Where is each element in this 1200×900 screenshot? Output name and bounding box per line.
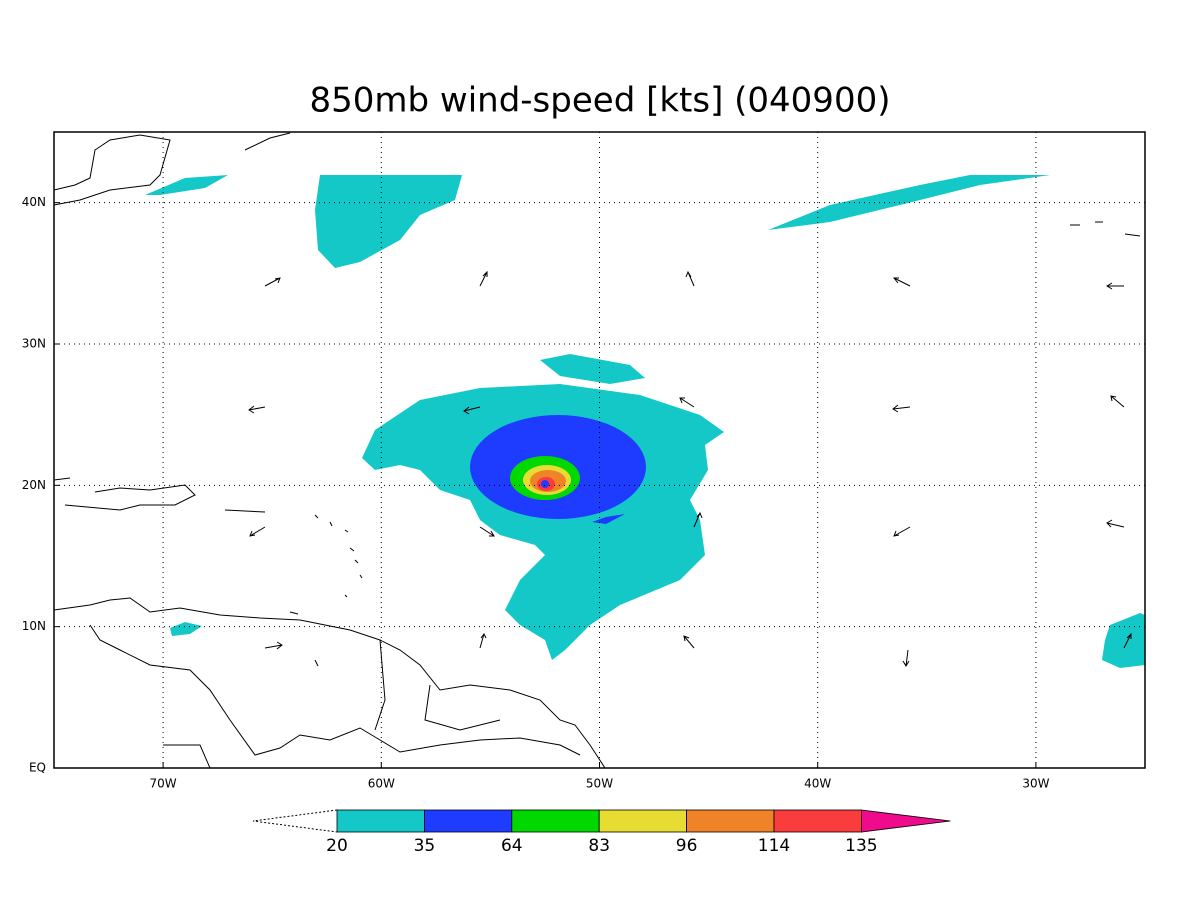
colorbar-label: 20	[326, 836, 348, 856]
x-tick-label: 60W	[368, 777, 395, 791]
wind-arrow	[1106, 519, 1125, 528]
wind-arrow	[679, 397, 695, 408]
colorbar-box	[423, 809, 513, 833]
wind-arrow	[683, 635, 695, 649]
colorbar-label: 135	[845, 836, 877, 856]
colorbar-box	[511, 809, 600, 833]
x-tick-label: 40W	[804, 777, 831, 791]
map-frame	[53, 131, 1146, 769]
colorbar-box	[336, 809, 425, 833]
wind-arrow	[264, 641, 283, 650]
wind-arrow	[892, 277, 911, 287]
coastlines	[53, 132, 1141, 769]
y-tick-label: EQ	[29, 761, 46, 775]
colorbar-box	[686, 809, 775, 833]
map-title: 850mb wind-speed [kts] (040900)	[310, 81, 891, 121]
shade-64	[541, 480, 549, 488]
wind-arrow	[479, 270, 488, 287]
wind-arrow	[685, 270, 695, 287]
shade-20	[540, 354, 645, 384]
wind-arrow	[463, 406, 481, 415]
x-tick-label: 30W	[1022, 777, 1049, 791]
wind-arrow	[479, 633, 487, 649]
wind-arrow	[249, 526, 266, 537]
x-tick-label: 50W	[586, 777, 613, 791]
shade-20	[315, 175, 462, 268]
wind-arrow	[902, 649, 910, 667]
colorbar-box	[773, 809, 862, 833]
wind-arrow	[248, 405, 266, 414]
wind-arrow	[1123, 632, 1132, 649]
shade-35	[592, 514, 625, 524]
shade-20	[1102, 613, 1145, 668]
wind-arrow	[893, 526, 911, 537]
wind-arrow	[264, 277, 281, 287]
colorbar-label: 96	[676, 836, 698, 856]
wind-vectors	[248, 270, 1132, 667]
y-tick-label: 10N	[22, 619, 46, 633]
shade-20	[170, 622, 202, 636]
colorbar-upper-end	[861, 809, 951, 833]
islands	[289, 221, 1141, 667]
colorbar-label: 114	[758, 836, 790, 856]
wind-arrow	[693, 511, 703, 528]
colorbar-label: 35	[414, 836, 436, 856]
wind-shading	[145, 175, 1145, 668]
wind-arrow	[892, 404, 911, 413]
colorbar-label: 64	[501, 836, 523, 856]
colorbar-box	[598, 809, 688, 833]
wind-arrow	[1106, 282, 1124, 290]
colorbar: 20 35 64 83 96 114 135	[326, 809, 951, 856]
shade-20	[145, 175, 228, 195]
coastline	[53, 132, 606, 769]
y-tick-label: 40N	[22, 195, 46, 209]
colorbar-label: 83	[588, 836, 610, 856]
x-tick-label: 70W	[150, 777, 177, 791]
wind-arrow	[1110, 395, 1125, 408]
wind-arrow	[479, 526, 495, 537]
colorbar-lower-end	[252, 809, 338, 833]
y-tick-label: 20N	[22, 478, 46, 492]
y-tick-label: 30N	[22, 337, 46, 351]
